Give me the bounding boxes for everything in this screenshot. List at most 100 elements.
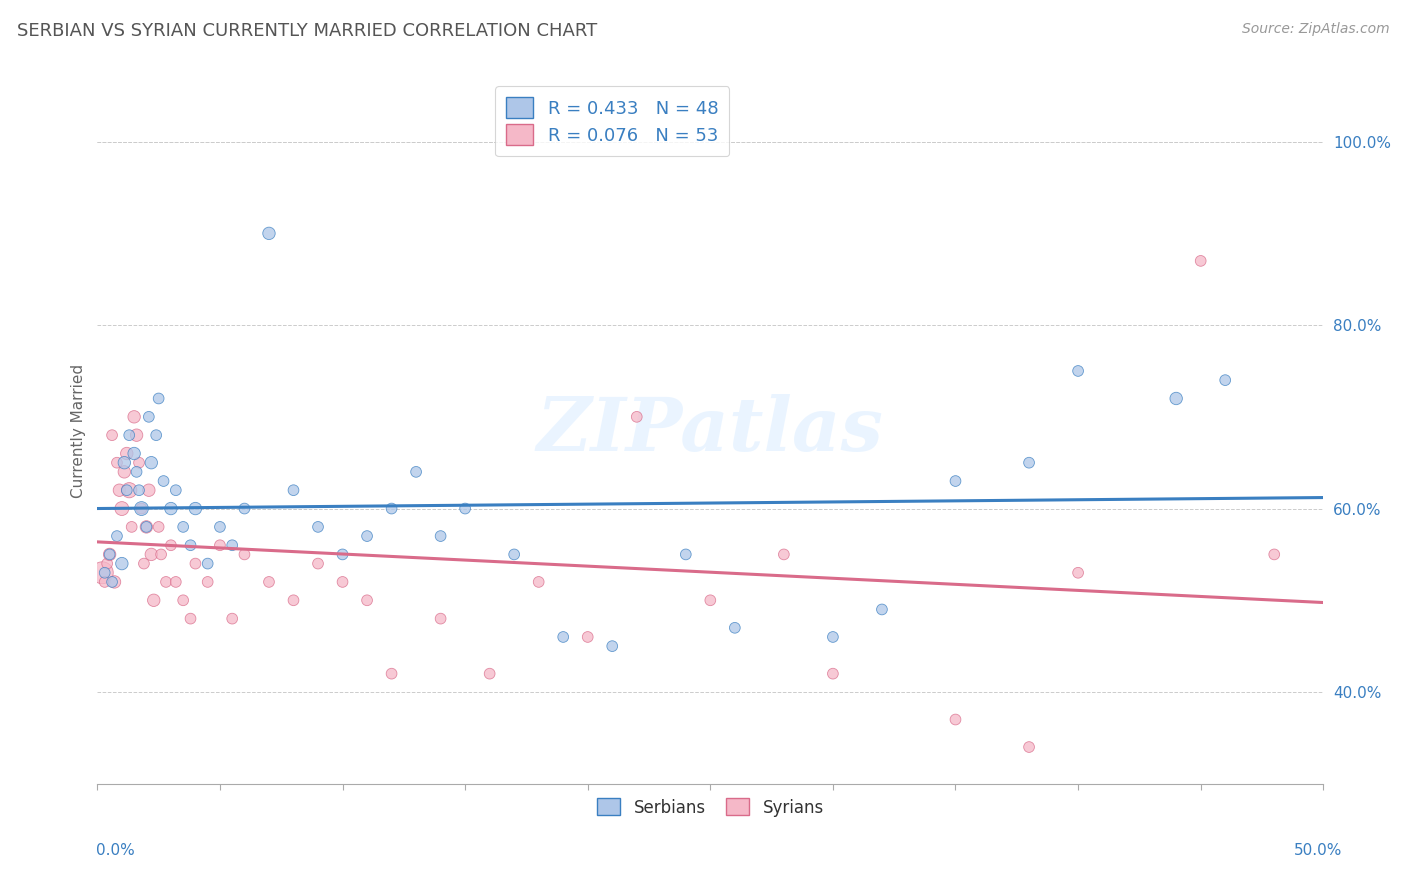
Point [122, 446, 145, 460]
Point [429, 612, 451, 626]
Point [121, 520, 143, 534]
Y-axis label: Currently Married: Currently Married [72, 364, 86, 498]
Point [1067, 364, 1090, 378]
Text: 0.0%: 0.0% [96, 843, 135, 858]
Point [172, 593, 194, 607]
Point [1018, 739, 1040, 754]
Point [105, 456, 128, 470]
Point [1166, 392, 1188, 406]
Point [91, 566, 114, 580]
Point [184, 501, 207, 516]
Point [148, 392, 170, 406]
Point [128, 456, 150, 470]
Point [221, 538, 243, 552]
Point [184, 557, 207, 571]
Point [283, 593, 305, 607]
Point [138, 409, 160, 424]
Point [870, 602, 893, 616]
Point [93, 566, 115, 580]
Point [148, 520, 170, 534]
Point [145, 428, 167, 442]
Text: ZIPatlas: ZIPatlas [537, 394, 884, 467]
Point [103, 574, 125, 589]
Point [699, 593, 721, 607]
Point [108, 483, 131, 498]
Point [197, 574, 219, 589]
Point [527, 574, 550, 589]
Point [111, 557, 134, 571]
Point [111, 501, 134, 516]
Point [197, 557, 219, 571]
Point [478, 666, 501, 681]
Point [142, 593, 165, 607]
Point [503, 548, 526, 562]
Point [233, 501, 256, 516]
Point [141, 456, 163, 470]
Point [1213, 373, 1236, 387]
Point [945, 474, 967, 488]
Point [125, 465, 148, 479]
Point [155, 574, 177, 589]
Point [1018, 456, 1040, 470]
Text: SERBIAN VS SYRIAN CURRENTLY MARRIED CORRELATION CHART: SERBIAN VS SYRIAN CURRENTLY MARRIED CORR… [17, 22, 598, 40]
Point [132, 557, 155, 571]
Point [381, 501, 404, 516]
Point [307, 557, 329, 571]
Point [821, 666, 844, 681]
Point [332, 548, 354, 562]
Point [115, 446, 138, 460]
Point [257, 227, 280, 241]
Point [135, 520, 157, 534]
Point [135, 520, 157, 534]
Point [160, 501, 183, 516]
Point [576, 630, 599, 644]
Point [1263, 548, 1285, 562]
Point [454, 501, 477, 516]
Point [138, 483, 160, 498]
Point [283, 483, 305, 498]
Point [98, 548, 121, 562]
Point [429, 529, 451, 543]
Point [180, 538, 202, 552]
Point [122, 409, 145, 424]
Point [98, 548, 121, 562]
Point [553, 630, 575, 644]
Point [233, 548, 256, 562]
Point [141, 548, 163, 562]
Point [307, 520, 329, 534]
Point [332, 574, 354, 589]
Point [112, 465, 135, 479]
Point [208, 520, 231, 534]
Point [152, 474, 174, 488]
Point [724, 621, 747, 635]
Point [600, 639, 623, 653]
Point [165, 574, 187, 589]
Legend: Serbians, Syrians: Serbians, Syrians [589, 790, 832, 825]
Point [125, 428, 148, 442]
Point [93, 574, 115, 589]
Point [257, 574, 280, 589]
Point [115, 483, 138, 498]
Point [221, 612, 243, 626]
Point [172, 520, 194, 534]
Point [945, 713, 967, 727]
Point [118, 428, 141, 442]
Point [160, 538, 183, 552]
Point [1189, 253, 1212, 268]
Point [105, 529, 128, 543]
Point [1067, 566, 1090, 580]
Point [128, 483, 150, 498]
Point [165, 483, 187, 498]
Point [675, 548, 697, 562]
Point [150, 548, 173, 562]
Point [131, 501, 153, 516]
Point [112, 456, 135, 470]
Point [381, 666, 404, 681]
Point [131, 501, 153, 516]
Point [405, 465, 427, 479]
Point [356, 593, 378, 607]
Text: Source: ZipAtlas.com: Source: ZipAtlas.com [1241, 22, 1389, 37]
Point [118, 483, 141, 498]
Point [626, 409, 648, 424]
Point [821, 630, 844, 644]
